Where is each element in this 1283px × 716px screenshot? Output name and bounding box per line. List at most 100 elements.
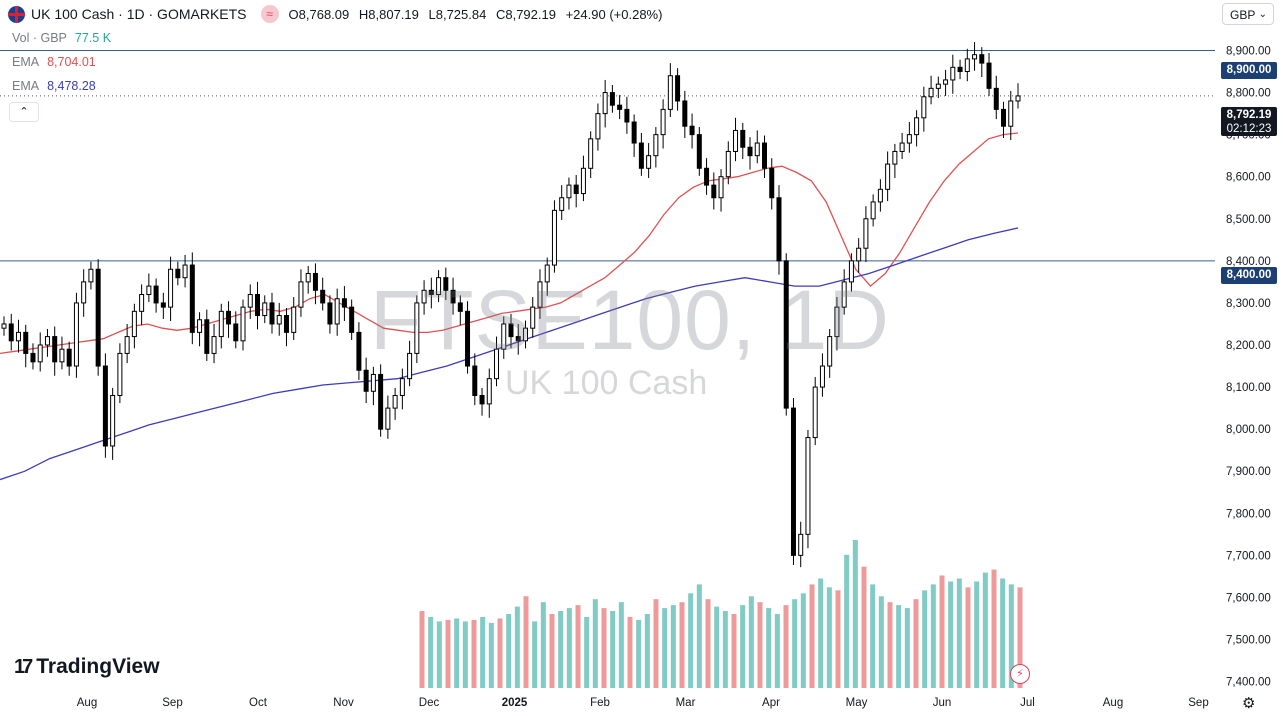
candle-body — [595, 113, 601, 140]
volume-bar — [462, 621, 468, 688]
candle-body — [848, 260, 854, 283]
candle-body — [646, 155, 652, 169]
x-tick-label: 2025 — [502, 697, 528, 709]
candle-body — [37, 344, 43, 363]
volume-bar — [870, 584, 876, 688]
candle-body — [812, 386, 818, 439]
x-tick-label: Aug — [77, 697, 97, 709]
candle-body — [631, 121, 637, 144]
volume-bar — [610, 611, 616, 688]
volume-bar — [766, 608, 772, 688]
candle-body — [515, 336, 521, 342]
candle-body — [218, 310, 224, 338]
symbol-title[interactable]: UK 100 Cash · 1D · GOMARKETS — [31, 6, 247, 22]
volume-bar — [618, 602, 624, 688]
volume-bar — [904, 608, 910, 688]
volume-bar — [991, 569, 997, 688]
candle-body — [52, 336, 58, 363]
candle-body — [537, 281, 543, 308]
volume-bar — [670, 605, 676, 688]
low-value: 8,725.84 — [435, 6, 487, 22]
ema-slow-line — [0, 227, 1019, 481]
candle-body — [255, 294, 260, 317]
y-tick-label: 8,400.00 — [1226, 256, 1271, 268]
candle-body — [696, 134, 702, 169]
volume-bar — [575, 605, 581, 688]
gear-icon[interactable]: ⚙ — [1242, 695, 1256, 712]
volume-label: Vol · GBP — [12, 31, 67, 45]
candle-body — [819, 365, 825, 388]
candle-body — [392, 394, 398, 409]
candle-body — [131, 310, 137, 338]
volume-bar — [523, 596, 529, 688]
candle-body — [906, 134, 912, 144]
volume-bar — [930, 584, 936, 688]
support-price-tag: 8,400.00 — [1221, 267, 1277, 284]
candle-body — [233, 323, 239, 342]
volume-bar — [627, 616, 633, 688]
y-tick-label: 8,800.00 — [1226, 88, 1271, 100]
volume-bar — [956, 578, 962, 688]
volume-bar — [861, 566, 867, 688]
y-tick-label: 7,900.00 — [1226, 466, 1271, 478]
candle-body — [443, 277, 449, 291]
collapse-legend-button[interactable]: ⌃ — [9, 102, 39, 122]
candle-body — [262, 302, 268, 317]
y-tick-label: 7,500.00 — [1226, 635, 1271, 647]
currency-selector[interactable]: GBP ⌄ — [1222, 3, 1274, 25]
tradingview-logo[interactable]: 17 TradingView — [14, 655, 160, 679]
candle-body — [979, 54, 985, 64]
candle-body — [146, 285, 152, 296]
ema-slow-legend[interactable]: EMA 8,478.28 — [12, 79, 96, 93]
volume-bar — [419, 611, 425, 688]
volume-bar — [757, 602, 763, 688]
candle-body — [899, 142, 905, 152]
candle-body — [44, 336, 50, 346]
volume-bar — [696, 584, 702, 688]
volume-bar — [601, 608, 607, 688]
symbol-type-icon[interactable]: ≈ — [260, 5, 279, 23]
candle-body — [247, 294, 253, 308]
candle-body — [993, 87, 999, 110]
high-value: 8,807.19 — [368, 6, 419, 22]
candle-body — [312, 272, 318, 291]
y-tick-label: 8,200.00 — [1226, 340, 1271, 352]
volume-bar — [982, 572, 988, 688]
candle-body — [88, 268, 94, 283]
symbol-watermark: FTSE100, 1D — [370, 273, 890, 367]
candle-body — [972, 54, 978, 60]
candle-body — [566, 184, 572, 199]
candle-body — [204, 319, 210, 354]
volume-bar — [844, 554, 850, 688]
candle-body — [559, 197, 565, 211]
candle-body — [718, 176, 724, 199]
candle-body — [1001, 108, 1007, 127]
ohlc-readout: O8,768.09 H8,807.19 L8,725.84 C8,792.19 … — [289, 7, 663, 22]
candle-body — [385, 407, 391, 430]
candle-body — [472, 365, 478, 396]
high-label: H — [358, 6, 369, 22]
volume-bar — [852, 540, 858, 688]
ema-fast-legend[interactable]: EMA 8,704.01 — [12, 55, 96, 69]
volume-bar — [792, 599, 798, 688]
candle-body — [479, 394, 485, 405]
candle-body — [197, 319, 203, 333]
ema-slow-label: EMA — [12, 79, 40, 93]
candle-body — [957, 66, 963, 73]
volume-bar — [705, 599, 711, 688]
flash-icon[interactable]: ⚡ — [1010, 664, 1030, 684]
x-tick-label: Mar — [676, 697, 696, 709]
candle-body — [486, 378, 492, 405]
y-tick-label: 8,600.00 — [1226, 172, 1271, 184]
candle-body — [283, 315, 289, 333]
open-label: O — [288, 6, 299, 22]
y-tick-label: 7,700.00 — [1226, 550, 1271, 562]
volume-bar — [1017, 587, 1023, 688]
candle-body — [928, 87, 934, 98]
candle-body — [421, 289, 427, 304]
candle-body — [226, 310, 232, 325]
volume-bar — [922, 590, 928, 688]
volume-legend[interactable]: Vol · GBP 77.5 K — [12, 31, 111, 45]
volume-bar — [1000, 578, 1006, 688]
